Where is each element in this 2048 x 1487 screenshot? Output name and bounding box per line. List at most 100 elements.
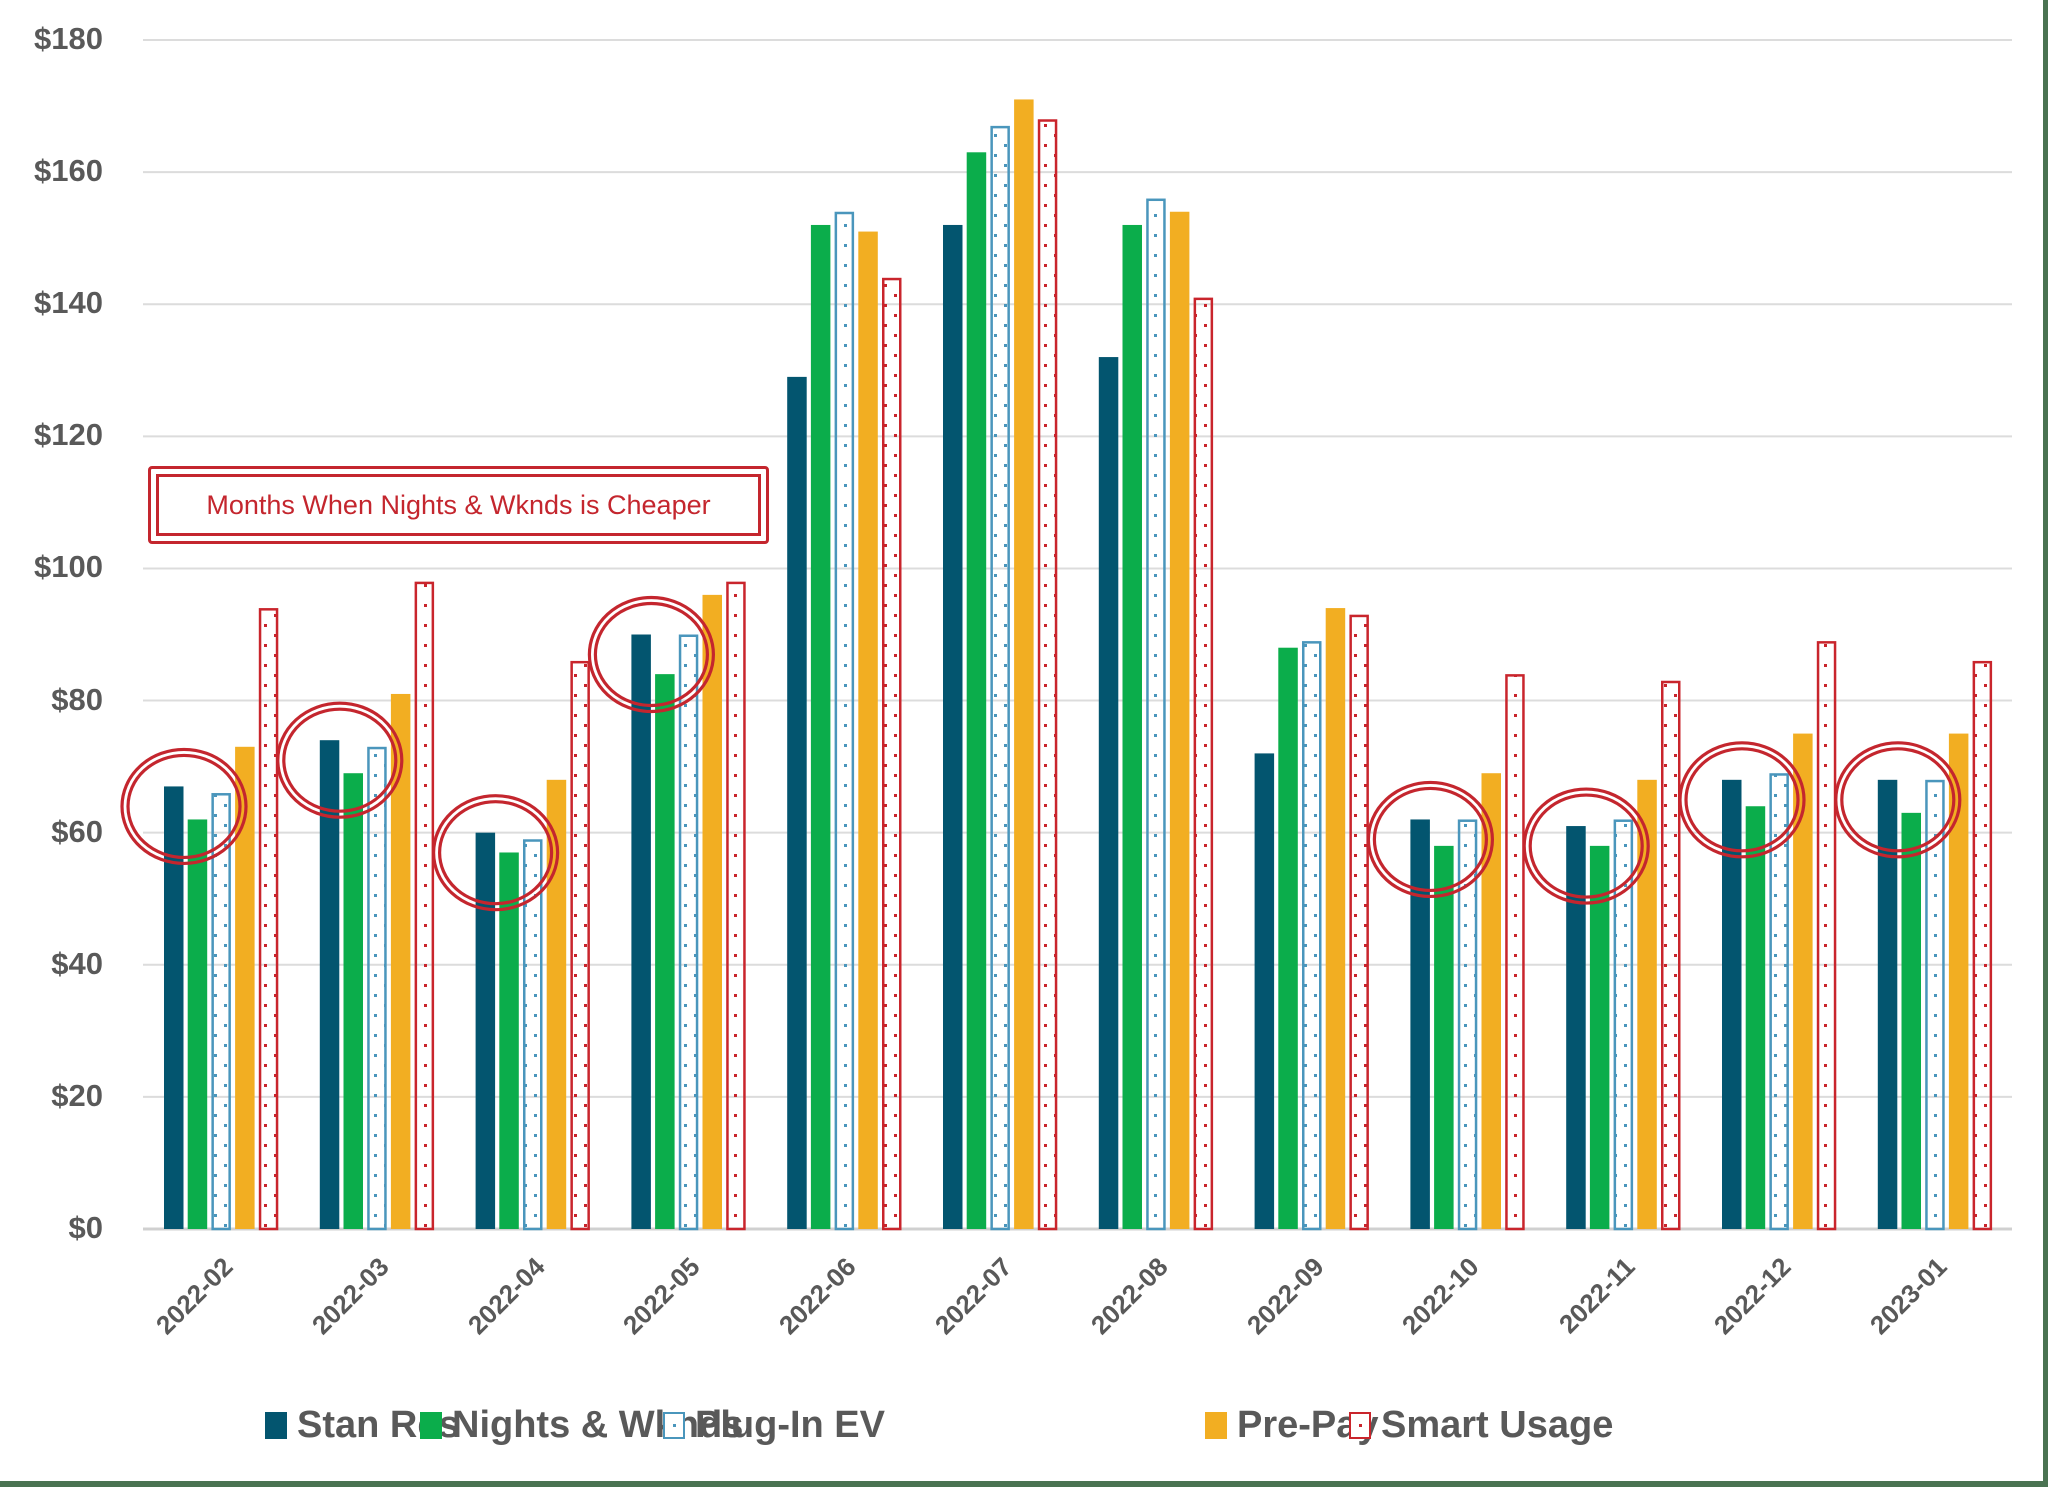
- bar-stan-res: [1877, 779, 1898, 1229]
- bar-stan-res: [631, 634, 651, 1229]
- bar-nights-wknds: [810, 224, 831, 1229]
- legend-item-plug-in-ev[interactable]: Plug-In EV: [663, 1403, 885, 1447]
- bar-smart-usage: [1972, 660, 1993, 1231]
- bar-smart-usage: [414, 581, 435, 1231]
- bar-pre-pay: [1948, 733, 1969, 1229]
- highlight-circle-icon: [1840, 747, 1956, 853]
- bar-stan-res: [943, 224, 963, 1229]
- bar-pre-pay: [1793, 733, 1813, 1229]
- bar-plug-in-ev: [1925, 779, 1945, 1231]
- dotted-outline-square-icon: [1349, 1411, 1371, 1439]
- y-tick-label: $180: [34, 21, 103, 56]
- solid-square-icon: [420, 1411, 442, 1439]
- bar-smart-usage: [570, 660, 590, 1231]
- bar-plug-in-ev: [834, 211, 855, 1231]
- highlight-circle-icon: [120, 747, 248, 866]
- frame-border-right: [2043, 0, 2048, 1487]
- bar-smart-usage: [882, 277, 902, 1231]
- y-tick-label: $20: [51, 1077, 103, 1113]
- solid-square-icon: [1205, 1411, 1227, 1439]
- annotation-box: Months When Nights & Wknds is Cheaper: [148, 466, 769, 544]
- frame-border-bottom: [0, 1481, 2048, 1487]
- bar-stan-res: [787, 376, 807, 1230]
- bar-plug-in-ev: [367, 746, 387, 1231]
- bar-pre-pay: [235, 746, 255, 1229]
- bar-pre-pay: [1637, 779, 1657, 1229]
- bar-smart-usage: [1661, 680, 1681, 1231]
- highlight-circle-icon: [1522, 787, 1650, 905]
- legend-label: Nights & Wknds: [452, 1403, 744, 1446]
- bar-nights-wknds: [1901, 812, 1921, 1229]
- y-tick-label: $0: [68, 1210, 103, 1245]
- bar-smart-usage: [1505, 674, 1525, 1231]
- gridlines: [143, 39, 2012, 1231]
- highlight-circle-icon: [126, 753, 242, 860]
- solid-square-icon: [265, 1411, 287, 1439]
- y-tick-label: $100: [34, 549, 103, 585]
- highlight-circle-icon: [1834, 741, 1962, 859]
- legend-item-smart-usage[interactable]: Smart Usage: [1349, 1403, 1613, 1447]
- bar-nights-wknds: [1589, 845, 1610, 1229]
- bar-pre-pay: [390, 693, 411, 1229]
- bar-stan-res: [1566, 826, 1586, 1229]
- highlight-circles: [120, 595, 1962, 912]
- legend-label: Plug-In EV: [695, 1403, 885, 1446]
- highlight-circle-icon: [587, 595, 716, 714]
- bar-pre-pay: [1169, 211, 1190, 1229]
- bar-plug-in-ev: [523, 839, 543, 1231]
- y-tick-label: $60: [51, 813, 103, 849]
- highlight-circle-icon: [276, 701, 404, 819]
- bar-nights-wknds: [1434, 845, 1454, 1229]
- highlight-circle-icon: [593, 601, 710, 708]
- bar-plug-in-ev: [1769, 773, 1789, 1231]
- bar-stan-res: [1722, 779, 1742, 1229]
- highlight-circle-icon: [438, 800, 554, 906]
- bar-nights-wknds: [499, 852, 519, 1229]
- bar-stan-res: [319, 740, 340, 1229]
- highlight-circle-icon: [1528, 793, 1644, 899]
- bar-plug-in-ev: [1457, 819, 1478, 1231]
- highlight-circle-icon: [1372, 786, 1489, 893]
- bar-nights-wknds: [187, 819, 208, 1229]
- bar-stan-res: [1254, 753, 1275, 1229]
- y-tick-label: $140: [34, 285, 103, 321]
- legend-item-nights-wknds[interactable]: Nights & Wknds: [420, 1403, 743, 1447]
- bar-pre-pay: [1481, 773, 1501, 1229]
- bars: [164, 99, 1993, 1231]
- bar-nights-wknds: [343, 773, 363, 1229]
- bar-nights-wknds: [1122, 224, 1142, 1229]
- bar-stan-res: [475, 832, 496, 1229]
- dotted-outline-square-icon: [663, 1411, 685, 1439]
- legend: Stan Res Nights & Wknds Plug-In EV Pre-P…: [0, 1403, 2048, 1447]
- y-tick-label: $40: [51, 945, 103, 981]
- bar-plug-in-ev: [678, 634, 699, 1231]
- legend-label: Smart Usage: [1381, 1403, 1614, 1446]
- bar-plug-in-ev: [1613, 819, 1634, 1231]
- y-tick-label: $160: [34, 153, 103, 189]
- highlight-circle-icon: [432, 794, 560, 912]
- bar-plug-in-ev: [1146, 198, 1166, 1231]
- bar-smart-usage: [1037, 119, 1058, 1231]
- bar-smart-usage: [258, 608, 279, 1231]
- bar-plug-in-ev: [990, 125, 1010, 1231]
- bar-nights-wknds: [1745, 806, 1766, 1229]
- bar-plug-in-ev: [1302, 641, 1322, 1231]
- bar-pre-pay: [1325, 608, 1346, 1229]
- bar-smart-usage: [1816, 641, 1837, 1231]
- bar-smart-usage: [1193, 297, 1214, 1231]
- highlight-circle-icon: [1366, 780, 1495, 899]
- bar-nights-wknds: [1278, 647, 1298, 1229]
- y-tick-label: $120: [34, 417, 103, 453]
- bar-pre-pay: [702, 594, 722, 1229]
- bar-smart-usage: [726, 581, 746, 1231]
- y-tick-label: $80: [51, 681, 103, 717]
- bar-pre-pay: [858, 231, 878, 1230]
- bar-pre-pay: [546, 779, 567, 1229]
- bar-stan-res: [1098, 357, 1119, 1230]
- bar-nights-wknds: [655, 674, 675, 1229]
- highlight-circle-icon: [1678, 741, 1806, 859]
- annotation-text: Months When Nights & Wknds is Cheaper: [156, 474, 761, 536]
- bar-pre-pay: [1014, 99, 1034, 1230]
